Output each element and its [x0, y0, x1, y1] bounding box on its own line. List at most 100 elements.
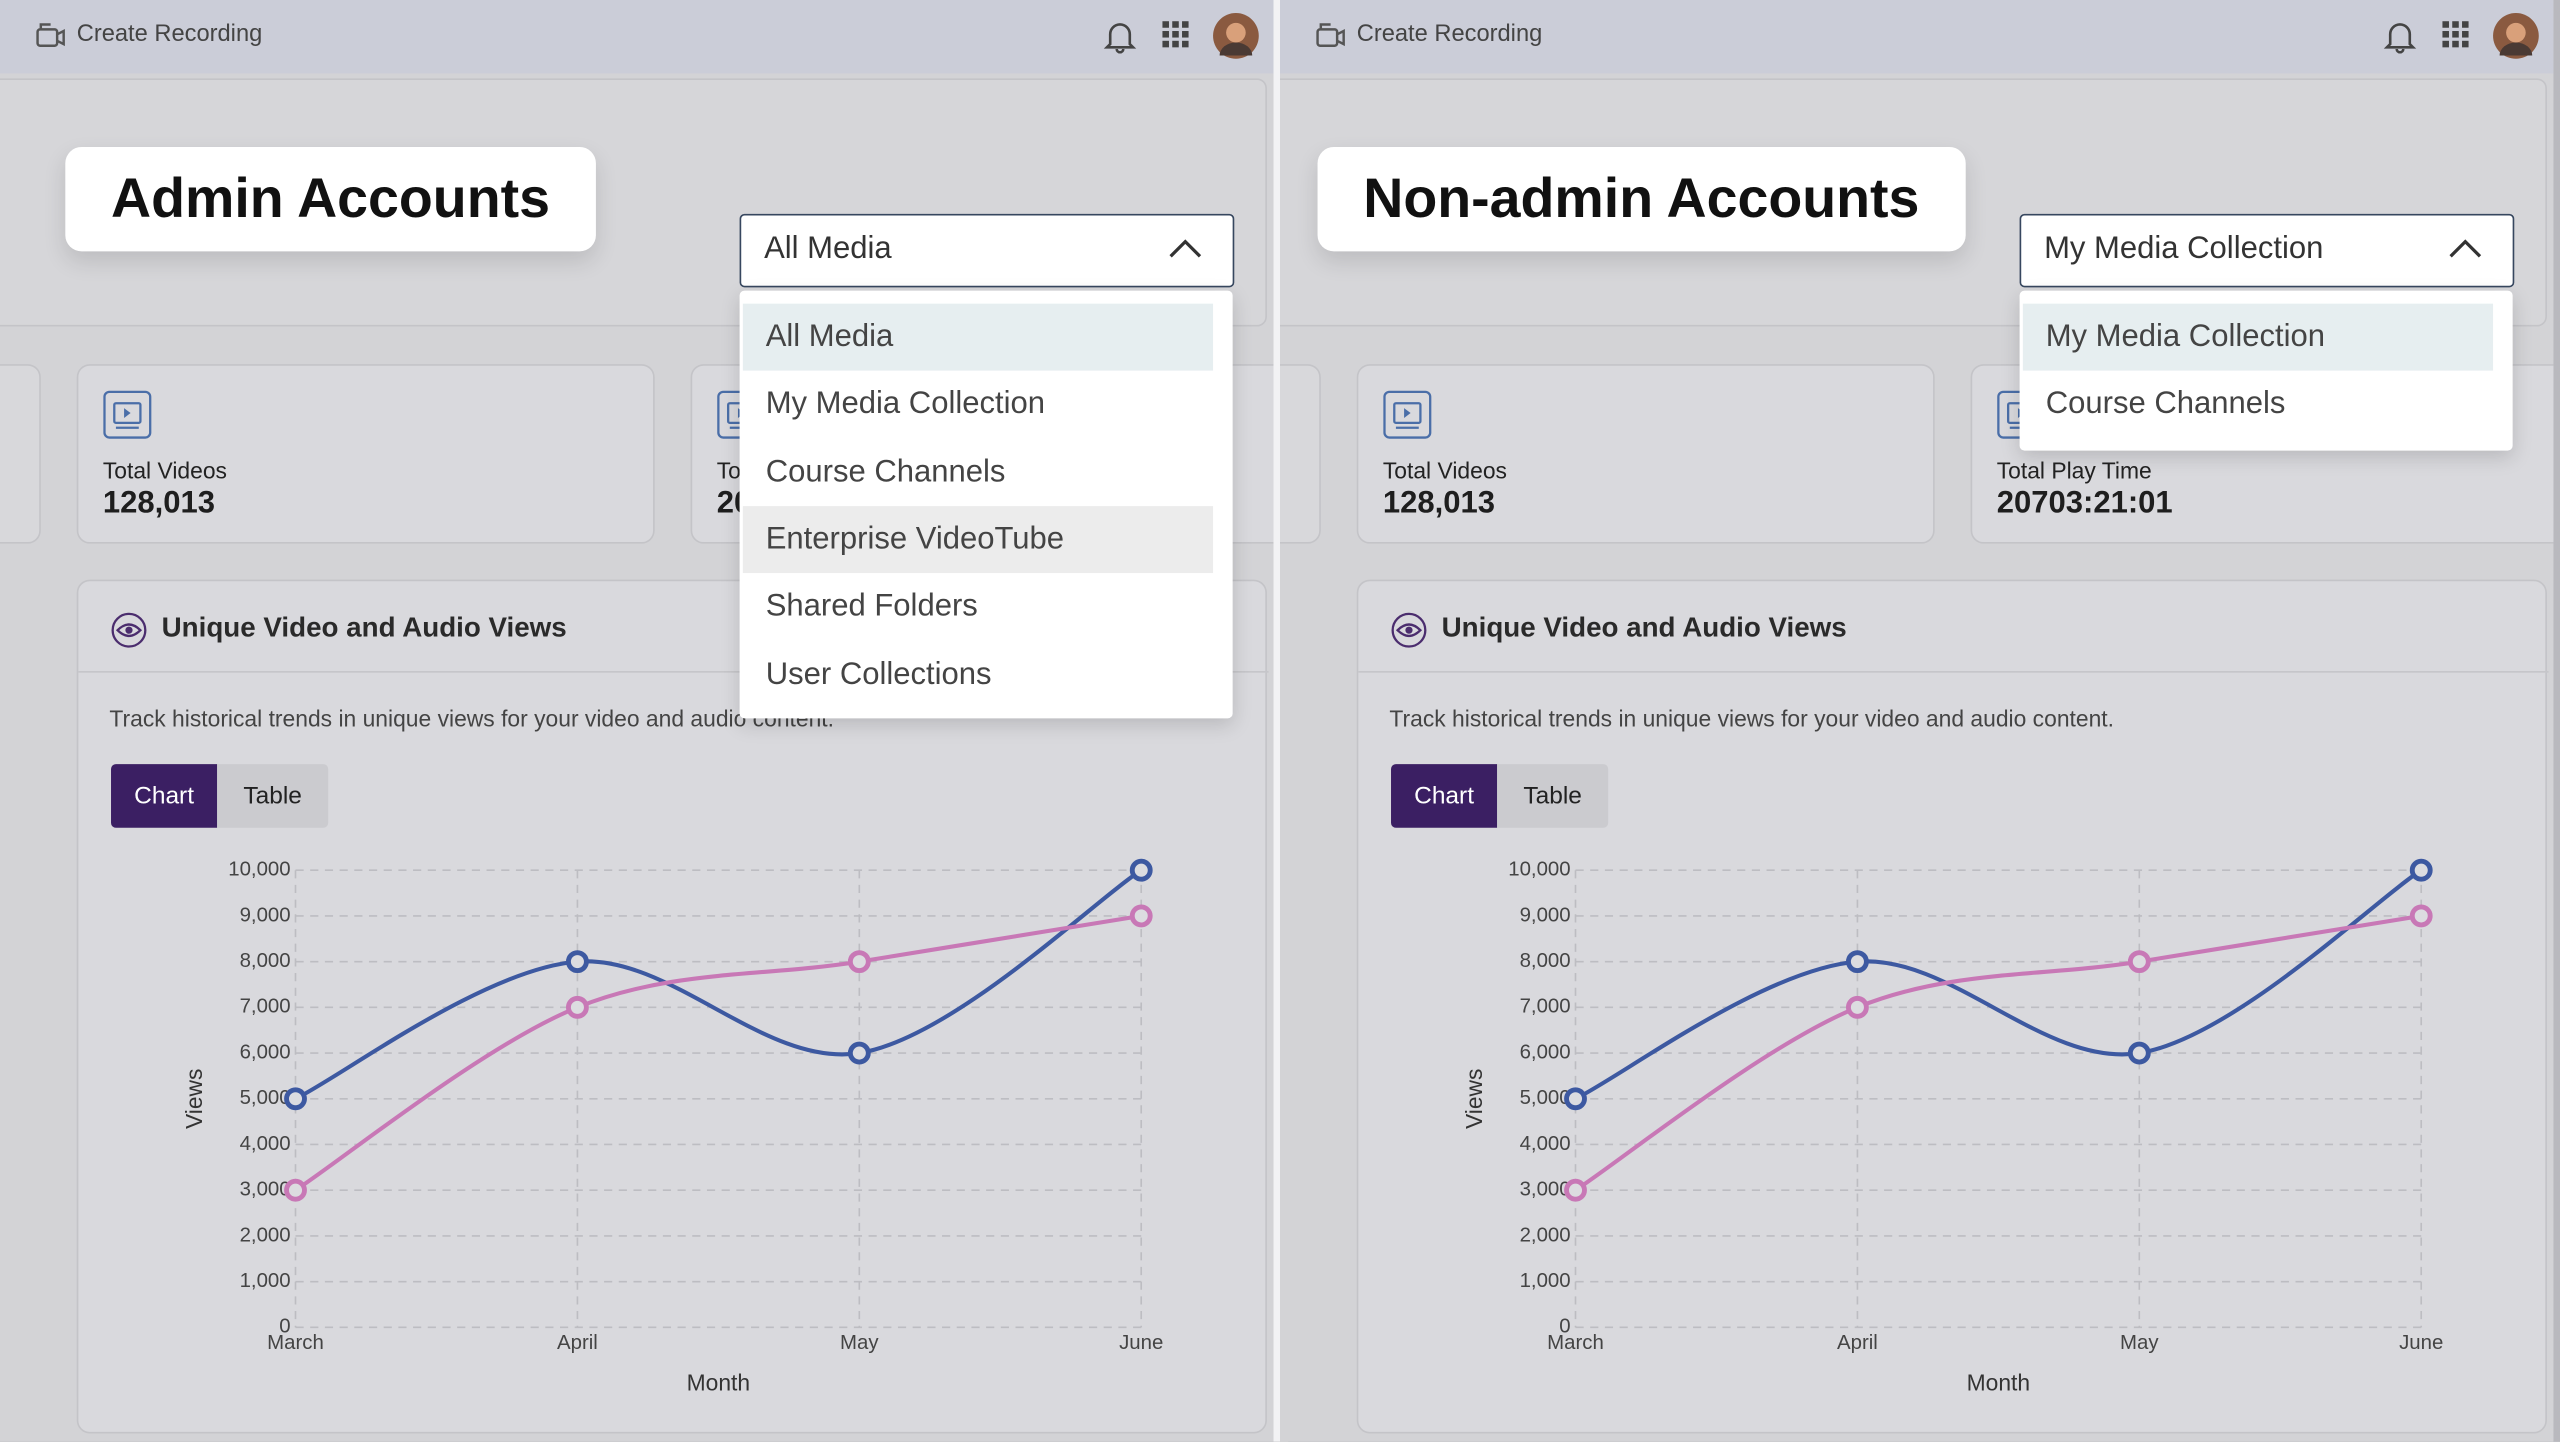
- eye-icon-part: [1405, 626, 1413, 634]
- chevron-up: [2449, 239, 2482, 258]
- media-dropdown[interactable]: My Media Collection: [2019, 213, 2515, 288]
- apps-icon-part: [2452, 21, 2459, 28]
- y-tick-label: 4,000: [240, 1133, 291, 1155]
- y-tick-label: 3,000: [1520, 1179, 1571, 1201]
- point: [1845, 950, 1869, 974]
- avatar-part: [2499, 42, 2533, 56]
- point: [1129, 858, 1153, 882]
- eye-icon-part: [1395, 623, 1423, 638]
- apps-icon-part: [1162, 40, 1169, 48]
- apps-icon-part: [2442, 21, 2449, 28]
- y-tick-label: 5,000: [240, 1087, 291, 1109]
- y-tick-label: 1,000: [1520, 1270, 1571, 1292]
- tab[interactable]: Table: [217, 764, 329, 828]
- line: [1574, 913, 2422, 1192]
- dropdown-option[interactable]: Enterprise VideoTube: [742, 505, 1214, 573]
- y-tick-label: 10,000: [228, 859, 290, 881]
- dropdown-selected: All Media: [764, 231, 892, 267]
- dropdown-option[interactable]: My Media Collection: [2022, 303, 2494, 371]
- partial-card: [0, 364, 41, 544]
- point: [565, 950, 589, 974]
- bell-icon[interactable]: [2383, 18, 2417, 54]
- card-title: Unique Video and Audio Views: [1441, 612, 1847, 644]
- stat-value: 20703:21:01: [1996, 486, 2173, 521]
- account-badge: Admin Accounts: [65, 146, 596, 252]
- eye-icon-part: [1391, 612, 1427, 648]
- apps-icon-part: [2452, 31, 2459, 38]
- y-tick-label: 3,000: [240, 1179, 291, 1201]
- bell-icon[interactable]: [1103, 18, 1137, 54]
- stat-icon-part: [1404, 408, 1411, 418]
- card-description: Track historical trends in unique views …: [1389, 705, 2115, 732]
- dropdown-list: All Media My Media Collection Course Chann…: [739, 290, 1233, 719]
- apps-icon[interactable]: [2442, 21, 2469, 48]
- recording-icon-part: [56, 29, 65, 47]
- apps-icon-part: [1172, 40, 1179, 48]
- stat-card: Total Videos 128,013: [76, 364, 655, 544]
- eye-icon: [1391, 612, 1427, 648]
- y-tick-label: 10,000: [1508, 859, 1570, 881]
- point: [1129, 904, 1153, 928]
- apps-icon-part: [1182, 21, 1189, 28]
- recording-icon-part: [39, 23, 51, 30]
- x-axis-label: Month: [1967, 1370, 2031, 1396]
- top-bar-title[interactable]: Create Recording: [76, 21, 263, 48]
- dropdown-option[interactable]: All Media: [742, 303, 1214, 371]
- panel: Create Recording Total Videos128,013Total…: [0, 0, 1274, 1442]
- bell-icon-part: [1103, 23, 1137, 49]
- point: [1564, 1178, 1587, 1202]
- stat-label: Total Videos: [102, 457, 227, 484]
- stat-icon-part: [103, 390, 152, 439]
- bell-icon-part: [2383, 23, 2417, 49]
- eye-icon: [111, 612, 147, 648]
- y-tick-label: 1,000: [240, 1270, 291, 1292]
- partial-card: [1279, 364, 1321, 544]
- media-dropdown[interactable]: All Media: [739, 213, 1235, 288]
- avatar[interactable]: [1213, 13, 1259, 59]
- dropdown-option[interactable]: Shared Folders: [765, 589, 978, 624]
- x-tick-label: June: [1119, 1332, 1163, 1354]
- apps-icon-part: [1162, 21, 1169, 28]
- y-tick-label: 8,000: [240, 950, 291, 972]
- stat-icon-part: [113, 402, 142, 424]
- avatar-part: [1226, 22, 1246, 43]
- avatar[interactable]: [2493, 13, 2539, 59]
- top-bar-title[interactable]: Create Recording: [1356, 21, 1543, 48]
- eye-icon-part: [115, 623, 143, 638]
- dropdown-option[interactable]: User Collections: [765, 657, 992, 692]
- stat-label: Total Videos: [1382, 457, 1507, 484]
- card-description: Track historical trends in unique views …: [109, 705, 835, 732]
- apps-icon-part: [2462, 31, 2469, 38]
- y-tick-label: 2,000: [1520, 1224, 1571, 1246]
- apps-icon-part: [2442, 31, 2449, 38]
- chart: 0 1,000 2,000 3,000 4,000 5,000 6,000 7,000 8,00…: [1461, 858, 2443, 1396]
- y-tick-label: 6,000: [1520, 1041, 1571, 1063]
- tab[interactable]: Chart: [111, 764, 218, 828]
- tab[interactable]: Table: [1497, 764, 1609, 828]
- apps-icon-part: [2442, 40, 2449, 48]
- point: [284, 1178, 307, 1202]
- recording-icon[interactable]: [34, 20, 67, 49]
- card-separator: [78, 671, 1269, 673]
- dropdown-option[interactable]: Course Channels: [765, 454, 1006, 490]
- tab[interactable]: Chart: [1391, 764, 1498, 828]
- apps-icon-part: [1182, 31, 1189, 38]
- y-tick-label: 0: [279, 1316, 290, 1338]
- stat-icon-part: [1393, 402, 1422, 424]
- recording-icon[interactable]: [1314, 20, 1347, 49]
- dropdown-option[interactable]: Course Channels: [2045, 387, 2286, 422]
- chevron-up-part: [2449, 239, 2482, 258]
- recording-icon-part: [36, 28, 59, 47]
- y-tick-label: 0: [1559, 1316, 1570, 1338]
- stat-label: Total Play Time: [1996, 457, 2152, 484]
- y-tick-label: 6,000: [240, 1041, 291, 1063]
- dropdown-option[interactable]: My Media Collection: [765, 387, 1046, 422]
- chart-card: Unique Video and Audio Views Track histor…: [76, 579, 1269, 1434]
- point: [2409, 858, 2433, 882]
- stat-icon: [1383, 390, 1432, 439]
- y-tick-label: 4,000: [1520, 1133, 1571, 1155]
- bell-icon-part: [1115, 48, 1125, 54]
- line: [294, 913, 1142, 1192]
- apps-icon[interactable]: [1162, 21, 1189, 48]
